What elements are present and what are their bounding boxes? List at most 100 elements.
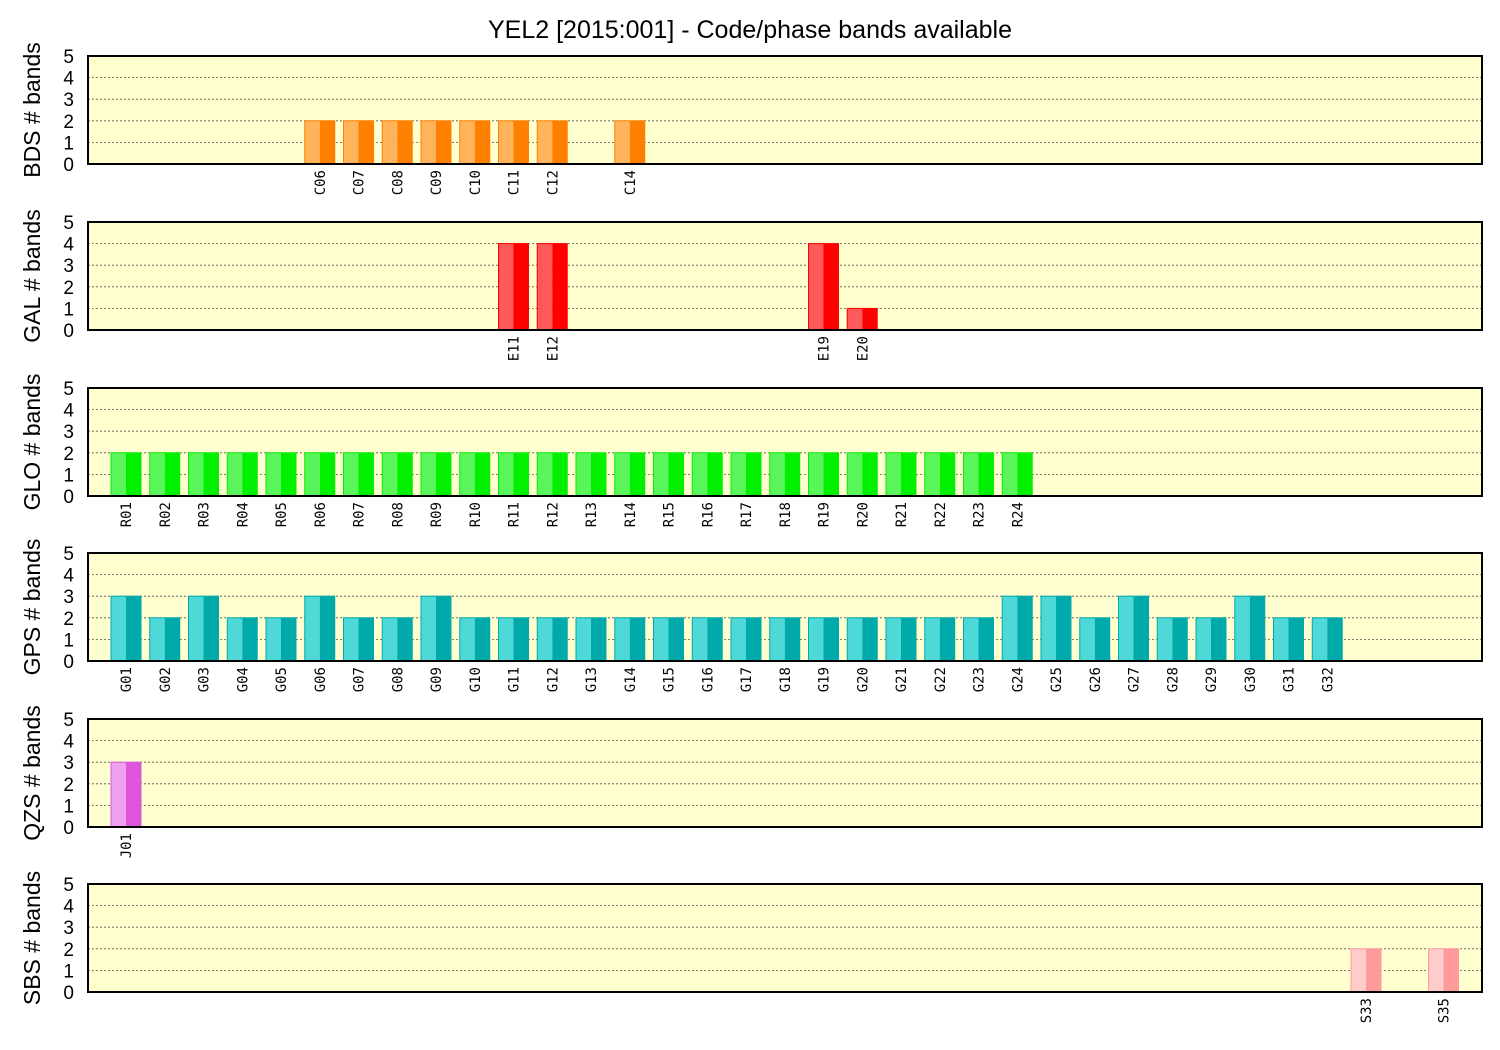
bar-G04 — [226, 617, 258, 662]
x-tick-label: R18 — [778, 502, 794, 527]
bar-left-half — [847, 308, 863, 330]
plot-frame — [87, 718, 1483, 828]
bar-R11 — [498, 452, 529, 497]
bar-R23 — [963, 452, 994, 497]
bar-left-half — [731, 452, 746, 496]
bar-right-half — [939, 617, 955, 661]
bar-C09 — [420, 120, 452, 165]
bar-left-half — [653, 452, 669, 496]
bar-G30 — [1234, 595, 1266, 662]
bar-left-half — [343, 120, 359, 164]
x-tick-label: R15 — [662, 502, 678, 527]
x-tick-label: C08 — [390, 170, 406, 195]
x-tick-label: G20 — [855, 667, 871, 692]
x-tick-label: R16 — [700, 502, 716, 527]
bar-G23 — [963, 617, 994, 662]
bar-right-half — [474, 452, 490, 496]
bar-left-half — [537, 617, 553, 661]
bar-left-half — [459, 120, 475, 164]
y-axis-label: QZS # bands — [19, 705, 45, 841]
x-tick-label: R06 — [313, 502, 329, 527]
y-tick-label: 3 — [63, 256, 74, 277]
bar-left-half — [1234, 596, 1250, 661]
y-tick-label: 4 — [63, 69, 74, 90]
x-tick-label: C10 — [468, 170, 484, 195]
bar-right-half — [939, 452, 955, 496]
bar-left-half — [769, 617, 785, 661]
bar-right-half — [203, 596, 219, 661]
bar-left-half — [498, 243, 514, 330]
x-tick-label: R22 — [933, 502, 949, 527]
bar-left-half — [149, 617, 165, 661]
bar-R14 — [614, 452, 646, 497]
y-tick-label: 0 — [63, 652, 74, 673]
bar-left-half — [382, 617, 398, 661]
bar-left-half — [847, 617, 863, 661]
bar-C12 — [536, 120, 568, 165]
x-tick-label: R02 — [158, 502, 174, 527]
bar-R13 — [575, 452, 607, 497]
bar-S33 — [1350, 948, 1382, 993]
bar-right-half — [1094, 617, 1110, 661]
bar-R06 — [304, 452, 336, 497]
bar-right-half — [126, 452, 141, 496]
bar-right-half — [862, 452, 878, 496]
bar-R12 — [536, 452, 568, 497]
bar-right-half — [552, 452, 568, 496]
bar-R22 — [924, 452, 956, 497]
bar-R02 — [149, 452, 181, 497]
bar-left-half — [769, 452, 785, 496]
chart-title: YEL2 [2015:001] - Code/phase bands avail… — [488, 16, 1012, 44]
bar-G05 — [265, 617, 297, 662]
x-tick-label: G19 — [817, 667, 833, 692]
x-tick-label: G27 — [1127, 667, 1143, 692]
bar-left-half — [692, 452, 708, 496]
x-tick-label: R07 — [352, 502, 368, 527]
y-tick-label: 2 — [63, 112, 74, 133]
y-tick-label: 4 — [63, 401, 74, 422]
y-axis-label: GLO # bands — [19, 374, 45, 511]
bar-left-half — [614, 617, 630, 661]
bar-left-half — [382, 452, 398, 496]
x-tick-label: R12 — [545, 502, 561, 527]
bar-right-half — [707, 617, 723, 661]
x-tick-label: G14 — [623, 667, 639, 692]
bar-right-half — [513, 243, 529, 330]
x-tick-label: G09 — [429, 667, 445, 692]
bar-left-half — [614, 452, 630, 496]
bar-right-half — [513, 452, 529, 496]
bar-left-half — [459, 617, 475, 661]
y-tick-label: 5 — [63, 875, 74, 896]
x-tick-label: R04 — [235, 502, 251, 527]
bar-right-half — [126, 762, 141, 827]
x-tick-label: G06 — [313, 667, 329, 692]
bar-left-half — [421, 596, 436, 661]
x-tick-label: G18 — [778, 667, 794, 692]
bar-right-half — [281, 452, 296, 496]
bar-right-half — [591, 617, 606, 661]
bar-left-half — [343, 617, 359, 661]
bar-R24 — [1001, 452, 1033, 497]
plot-frame — [87, 55, 1483, 165]
bar-left-half — [459, 452, 475, 496]
bar-right-half — [397, 452, 413, 496]
bar-right-half — [397, 617, 413, 661]
x-tick-label: R05 — [274, 502, 290, 527]
bar-right-half — [319, 120, 335, 164]
bar-right-half — [281, 617, 296, 661]
plot-area — [88, 222, 1482, 330]
bar-left-half — [886, 452, 901, 496]
bar-R20 — [846, 452, 878, 497]
bar-G06 — [304, 595, 336, 662]
bar-right-half — [901, 452, 916, 496]
bar-left-half — [808, 617, 824, 661]
bar-R05 — [265, 452, 297, 497]
bar-G15 — [653, 617, 684, 662]
y-tick-label: 5 — [63, 213, 74, 234]
y-tick-label: 3 — [63, 90, 74, 111]
x-tick-label: C07 — [352, 170, 368, 195]
x-tick-label: G10 — [468, 667, 484, 692]
y-tick-label: 4 — [63, 732, 74, 753]
y-tick-label: 2 — [63, 775, 74, 796]
